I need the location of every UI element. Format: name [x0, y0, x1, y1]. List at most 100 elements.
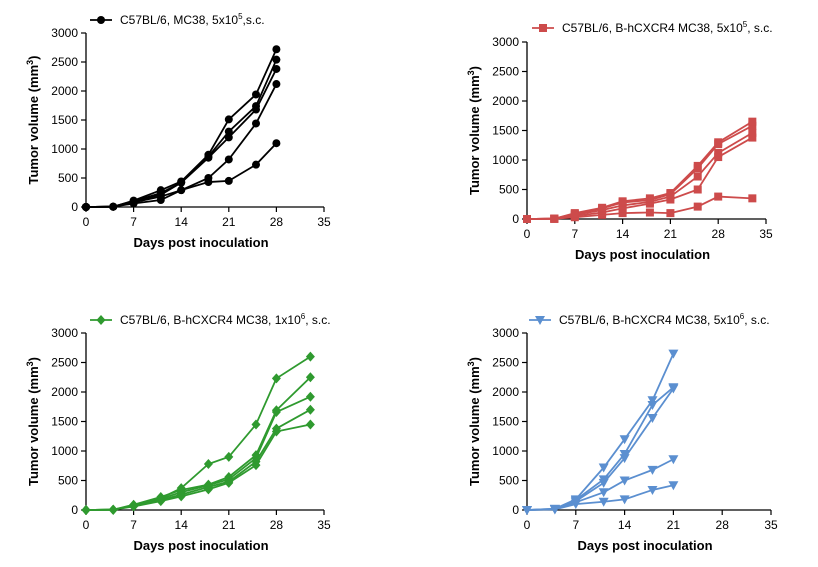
data-point	[619, 449, 630, 459]
x-tick-label: 28	[712, 227, 726, 241]
legend-marker	[96, 315, 106, 325]
legend-marker	[535, 316, 545, 325]
y-axis-title-sup: 3	[25, 361, 35, 366]
y-tick-label: 2000	[51, 84, 78, 98]
data-point	[570, 209, 579, 218]
x-axis-title: Days post inoculation	[577, 538, 712, 553]
legend-sup: 5	[743, 20, 748, 29]
legend: C57BL/6, B-hCXCR4 MC38, 5x105, s.c.	[532, 20, 773, 35]
data-point	[251, 460, 261, 471]
y-tick-label: 3000	[51, 326, 78, 340]
x-tick-label: 14	[616, 227, 630, 241]
y-axis-title-text: Tumor volume (mm	[467, 366, 482, 486]
data-point	[109, 202, 118, 211]
x-tick-label: 14	[175, 215, 189, 229]
data-point	[618, 197, 627, 206]
series-1	[82, 139, 281, 211]
data-point	[748, 194, 757, 203]
data-point	[81, 505, 91, 515]
series-4	[523, 121, 757, 223]
data-point	[129, 196, 138, 205]
series-2	[81, 372, 315, 515]
series-5	[523, 117, 757, 223]
y-axis-title: Tumor volume (mm3)	[466, 66, 482, 195]
x-tick-label: 28	[716, 518, 730, 532]
data-point	[82, 203, 90, 211]
y-axis-title-text: Tumor volume (mm	[26, 366, 41, 486]
data-point	[203, 484, 213, 495]
y-tick-label: 1500	[492, 415, 519, 429]
series-5	[81, 419, 315, 515]
series-4	[81, 404, 315, 515]
data-point	[204, 174, 213, 182]
legend-suffix: , s.c.	[305, 313, 330, 327]
data-point	[176, 491, 186, 502]
y-tick-label: 500	[499, 474, 519, 488]
data-point	[203, 458, 213, 469]
data-point	[272, 55, 281, 64]
data-point	[647, 465, 658, 475]
data-point	[224, 155, 233, 164]
series-4	[522, 383, 679, 515]
data-point	[129, 501, 139, 512]
y-tick-label: 1500	[51, 113, 78, 127]
data-point	[714, 138, 723, 147]
series-5	[82, 45, 281, 211]
legend-suffix: , s.c.	[747, 21, 772, 35]
data-point	[598, 497, 609, 507]
data-point	[668, 481, 679, 491]
data-point	[252, 160, 260, 169]
series-3	[81, 391, 315, 515]
legend-sup: 5	[238, 12, 243, 21]
data-point	[598, 475, 609, 485]
series-5	[522, 349, 679, 515]
data-point	[647, 485, 658, 495]
data-point	[693, 161, 702, 170]
y-tick-label: 500	[58, 474, 78, 488]
x-tick-label: 35	[759, 227, 773, 241]
x-tick-label: 28	[270, 215, 284, 229]
data-point	[271, 426, 281, 437]
y-tick-label: 500	[58, 171, 78, 185]
x-axis-title: Days post inoculation	[133, 538, 268, 553]
data-point	[252, 90, 260, 99]
legend-text: C57BL/6, B-hCXCR4 MC38, 1x10	[120, 313, 301, 327]
x-axis-title: Days post inoculation	[133, 235, 268, 250]
y-axis-title-end: )	[26, 357, 41, 361]
y-tick-label: 0	[71, 200, 78, 214]
legend-suffix: ,s.c.	[243, 13, 265, 27]
legend: C57BL/6, B-hCXCR4 MC38, 5x106, s.c.	[529, 312, 770, 327]
x-tick-label: 14	[175, 518, 189, 532]
y-tick-label: 2000	[492, 385, 519, 399]
x-tick-label: 28	[270, 518, 284, 532]
data-point	[647, 396, 658, 406]
data-point	[550, 214, 559, 223]
series-line	[526, 120, 753, 220]
data-point	[714, 148, 723, 157]
legend-text: C57BL/6, MC38, 5x10	[120, 13, 238, 27]
y-tick-label: 500	[499, 183, 519, 197]
data-point	[305, 419, 315, 430]
data-point	[668, 349, 679, 359]
x-tick-label: 0	[83, 215, 90, 229]
legend-marker	[539, 24, 547, 32]
y-axis-title-end: )	[467, 357, 482, 361]
y-axis-title-sup: 3	[466, 361, 476, 366]
y-tick-label: 0	[512, 503, 519, 517]
y-tick-label: 1000	[492, 444, 519, 458]
x-tick-label: 7	[571, 227, 578, 241]
x-tick-label: 7	[130, 215, 137, 229]
data-point	[666, 189, 675, 198]
legend-label: C57BL/6, B-hCXCR4 MC38, 1x106, s.c.	[120, 312, 331, 327]
data-point	[522, 506, 532, 515]
legend-label: C57BL/6, B-hCXCR4 MC38, 5x106, s.c.	[559, 312, 770, 327]
data-point	[647, 413, 658, 423]
data-point	[598, 463, 609, 473]
legend-marker	[97, 16, 105, 24]
data-point	[224, 176, 233, 185]
data-point	[252, 119, 260, 128]
chart-panel-4: 0 500 1000 1500 2000 2500 3000 0 7 14 21 28 35 Days p…	[466, 312, 778, 553]
